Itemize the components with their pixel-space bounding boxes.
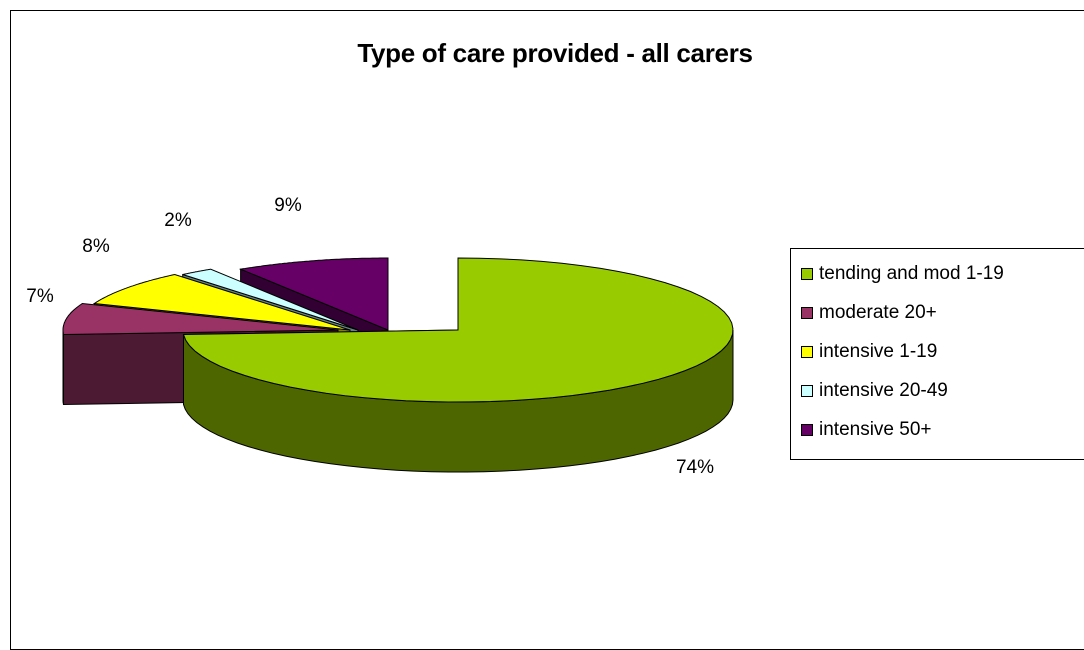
pie-slice-3 [182, 268, 359, 331]
data-label-3: 2% [164, 210, 192, 231]
data-label-4: 9% [274, 195, 302, 216]
data-label-0: 74% [676, 457, 714, 478]
chart-title: Type of care provided - all carers [357, 38, 753, 68]
legend-swatch-1 [801, 307, 813, 319]
pie-slice-1 [62, 302, 339, 336]
legend-swatch-4 [801, 424, 813, 436]
pie-chart: 74% 7% 8% 2% 9% [26, 195, 734, 478]
legend: tending and mod 1-19 moderate 20+ intensiv… [790, 248, 1084, 460]
legend-swatch-2 [801, 346, 813, 358]
legend-item-1: moderate 20+ [801, 300, 937, 326]
legend-swatch-0 [801, 268, 813, 280]
legend-swatch-3 [801, 385, 813, 397]
pie-slice-side-1 [62, 330, 64, 405]
legend-label-4: intensive 50+ [819, 419, 932, 440]
legend-item-4: intensive 50+ [801, 417, 932, 443]
legend-label-3: intensive 20-49 [819, 380, 948, 401]
legend-label-2: intensive 1-19 [819, 341, 938, 362]
legend-label-0: tending and mod 1-19 [819, 263, 1004, 284]
pie-slice-4 [238, 257, 389, 331]
legend-item-2: intensive 1-19 [801, 339, 937, 365]
legend-item-0: tending and mod 1-19 [801, 261, 1004, 287]
pie-slice-2 [92, 273, 351, 331]
data-label-1: 7% [26, 286, 54, 307]
data-label-2: 8% [82, 236, 110, 257]
legend-label-1: moderate 20+ [819, 302, 937, 323]
legend-item-3: intensive 20-49 [801, 378, 948, 404]
pie-slice-0 [182, 257, 734, 403]
